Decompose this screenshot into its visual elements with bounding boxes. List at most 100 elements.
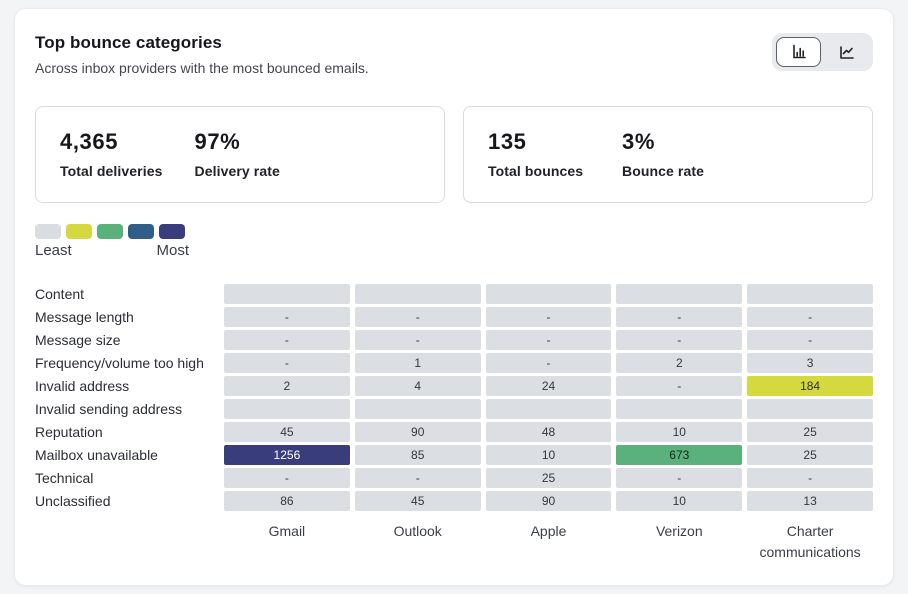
total-bounces-label: Total bounces [488,163,584,179]
deliveries-stat-card: 4,365 Total deliveries 97% Delivery rate [35,106,445,203]
bounce-heatmap: Content Message length - - - - - Message size - -… [35,284,873,511]
legend-swatch-2 [97,224,123,239]
total-bounces-value: 135 [488,129,527,154]
heatmap-cell: - [354,330,481,350]
heatmap-cell [224,284,350,304]
heatmap-cell: - [224,353,350,373]
heatmap-cell: 48 [485,422,612,442]
heatmap-cell: 90 [485,491,612,511]
heatmap-cell [747,284,873,304]
heatmap-cell [616,284,743,304]
page-title: Top bounce categories [35,33,222,52]
heatmap-row-label: Unclassified [35,493,111,509]
legend-color-scale [35,224,189,239]
legend-swatch-4 [159,224,185,239]
delivery-rate-metric: 97% Delivery rate [195,129,297,179]
total-deliveries-label: Total deliveries [60,163,163,179]
bounce-rate-value: 3% [622,129,655,154]
heatmap-cell: - [354,468,481,488]
legend-swatch-0 [35,224,61,239]
heatmap-cell [224,399,350,419]
heatmap-cell: 24 [485,376,612,396]
heatmap-row-label: Message length [35,309,134,325]
bounces-stat-card: 135 Total bounces 3% Bounce rate [463,106,873,203]
bounce-categories-card: Top bounce categories Across inbox provi… [14,8,894,586]
heatmap-column-label: Charter communications [759,523,861,560]
heatmap-cell: 85 [354,445,481,465]
bounce-rate-metric: 3% Bounce rate [622,129,724,179]
legend-swatch-3 [128,224,154,239]
heatmap-column-label: Apple [530,523,567,539]
heatmap-column-label: Outlook [393,523,442,539]
legend-labels: Least Most [35,242,189,259]
heatmap-cell [354,284,481,304]
heatmap-cell: 25 [747,422,873,442]
heatmap-footer-spacer [35,521,219,563]
heatmap-cell: 45 [354,491,481,511]
heatmap-cell: 10 [616,491,743,511]
heatmap-cell: 2 [224,376,350,396]
heatmap-cell: - [224,330,350,350]
stat-cards-row: 4,365 Total deliveries 97% Delivery rate… [35,106,873,203]
heatmap-row-label: Mailbox unavailable [35,447,158,463]
heatmap-cell [616,399,743,419]
card-header: Top bounce categories Across inbox provi… [35,33,873,76]
heatmap-cell: 1256 [224,445,350,465]
line-chart-view-button[interactable] [824,37,869,67]
heatmap-cell: - [224,307,350,327]
heatmap-cell: 4 [354,376,481,396]
heatmap-cell [485,284,612,304]
heatmap-column-label: Gmail [268,523,306,539]
total-bounces-metric: 135 Total bounces [488,129,590,179]
heatmap-cell: 3 [747,353,873,373]
heatmap-cell: - [485,330,612,350]
delivery-rate-value: 97% [194,129,241,154]
heatmap-cell: 13 [747,491,873,511]
heatmap-cell: - [224,468,350,488]
heatmap-legend: Least Most [35,224,189,259]
heatmap-cell: 45 [224,422,350,442]
chart-type-toggle [772,33,873,71]
heatmap-cell: 10 [485,445,612,465]
heatmap-cell: - [616,330,743,350]
heatmap-cell: - [616,307,743,327]
bounce-rate-label: Bounce rate [622,163,705,179]
page-subtitle: Across inbox providers with the most bou… [35,60,369,76]
heatmap-cell [485,399,612,419]
heatmap-cell: - [485,353,612,373]
heatmap-row-label: Invalid sending address [35,401,183,417]
delivery-rate-label: Delivery rate [194,163,280,179]
heatmap-row-label: Frequency/volume too high [35,355,204,371]
heatmap-column-label: Verizon [655,523,703,539]
legend-swatch-1 [66,224,92,239]
line-chart-icon [839,46,854,59]
heatmap-cell: 25 [485,468,612,488]
heatmap-cell: 673 [616,445,743,465]
heatmap-cell [747,399,873,419]
heatmap-cell: 86 [224,491,350,511]
heatmap-cell: - [616,376,743,396]
heatmap-cell: - [354,307,481,327]
total-deliveries-metric: 4,365 Total deliveries [60,129,163,179]
heatmap-cell: 25 [747,445,873,465]
total-deliveries-value: 4,365 [60,129,119,154]
heatmap-row-label: Reputation [35,424,103,440]
header-text: Top bounce categories Across inbox provi… [35,33,369,76]
heatmap-cell: 2 [616,353,743,373]
heatmap-view-button[interactable] [776,37,821,67]
legend-most-label: Most [156,242,189,259]
heatmap-cell [354,399,481,419]
heatmap-cell: - [747,307,873,327]
heatmap-row-label: Invalid address [35,378,130,394]
heatmap-cell: - [485,307,612,327]
heatmap-column-headers: Gmail Outlook Apple Verizon Charter communic… [35,521,873,563]
legend-least-label: Least [35,242,72,259]
bar-chart-icon [792,44,806,59]
heatmap-row-label: Content [35,286,85,302]
heatmap-cell: 10 [616,422,743,442]
heatmap-cell: 1 [354,353,481,373]
heatmap-cell: - [747,468,873,488]
heatmap-cell: - [747,330,873,350]
heatmap-row-label: Message size [35,332,121,348]
